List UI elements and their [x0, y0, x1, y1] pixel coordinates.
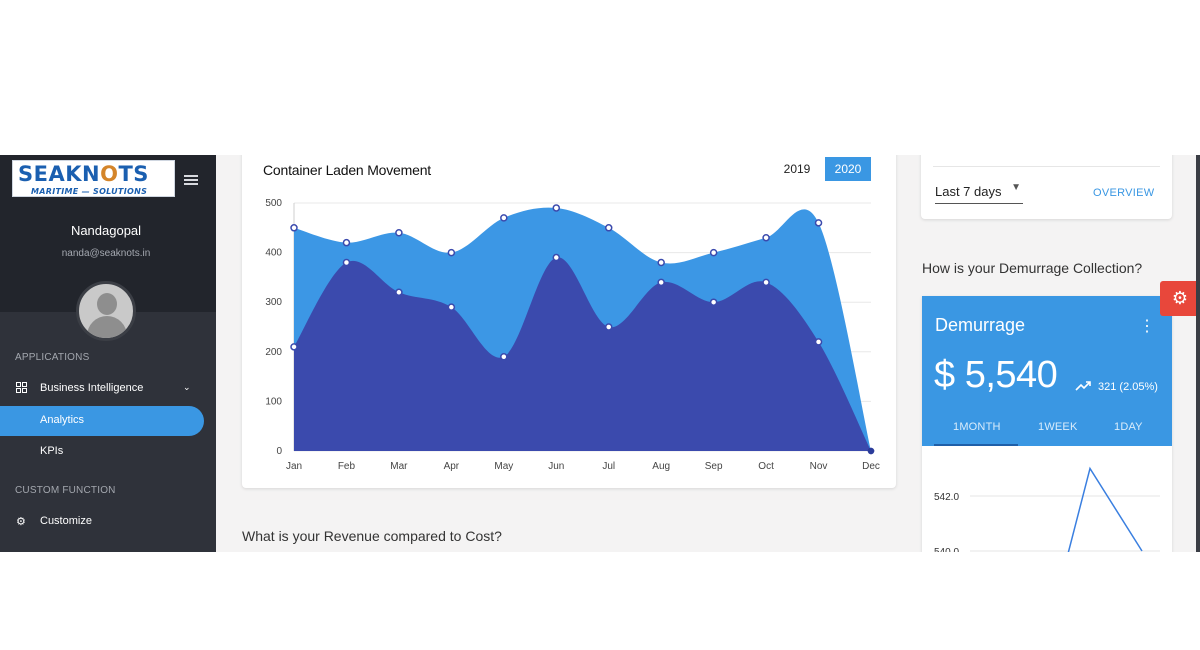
container-area-chart: 0 100 200 300 400 500 Jan Feb Mar Apr May Jun Jul Aug…: [265, 198, 880, 472]
sidebar-item-kpis[interactable]: KPIs: [0, 437, 204, 467]
data-point: [290, 343, 298, 351]
logo-tagline: MARITIME — SOLUTIONS: [31, 187, 148, 196]
x-tick-label: Dec: [862, 461, 880, 472]
avatar-head: [97, 293, 117, 315]
data-point: [814, 219, 823, 227]
data-point: [762, 233, 770, 242]
tab-1week[interactable]: 1WEEK: [1038, 421, 1078, 433]
x-tick-label: May: [494, 461, 513, 472]
container-chart-card: Container Laden Movement 2019 2020 0 100 2…: [242, 155, 896, 488]
data-point: [500, 214, 508, 222]
x-tick-label: Jan: [286, 461, 302, 472]
data-point: [604, 323, 613, 331]
sidebar-item-label: KPIs: [40, 445, 64, 457]
y-tick-label: 100: [265, 396, 282, 407]
demurrage-title: Demurrage: [935, 315, 1026, 335]
x-tick-label: Mar: [390, 461, 408, 472]
demurrage-card: Demurrage ⋮ $ 5,540 321 (2.05%) 1MONTH 1…: [922, 296, 1172, 552]
menu-toggle-icon[interactable]: [184, 175, 198, 185]
company-logo[interactable]: SEAKNOTS MARITIME — SOLUTIONS: [12, 160, 175, 197]
sidebar-header: SEAKNOTS MARITIME — SOLUTIONS Nandagopal…: [0, 155, 216, 312]
user-email: nanda@seaknots.in: [61, 248, 151, 259]
avatar[interactable]: [76, 281, 136, 341]
overview-link[interactable]: OVERVIEW: [1093, 187, 1155, 199]
year-2020-button[interactable]: 2020: [825, 157, 871, 181]
sidebar-item-label: Business Intelligence: [40, 382, 144, 394]
data-point: [657, 278, 665, 287]
sidebar-item-analytics[interactable]: Analytics: [0, 406, 204, 436]
trending-up-icon: [1075, 379, 1091, 394]
caret-down-icon: ▼: [1011, 182, 1021, 193]
data-point: [447, 248, 456, 257]
section-title-custom-function: CUSTOM FUNCTION: [15, 485, 116, 496]
demurrage-line: [1067, 466, 1143, 552]
y-tick-label: 542.0: [934, 492, 959, 503]
data-point: [500, 353, 508, 361]
x-tick-label: Jun: [548, 461, 564, 472]
x-tick-label: Nov: [810, 461, 828, 472]
chevron-down-icon: ⌄: [183, 382, 191, 392]
logo-wordmark: SEAKNOTS: [18, 162, 149, 186]
y-tick-label: 540.0: [934, 547, 959, 552]
demurrage-question: How is your Demurrage Collection?: [922, 260, 1143, 276]
y-tick-label: 300: [265, 297, 282, 308]
data-point: [342, 258, 351, 267]
active-tab-indicator: [934, 444, 1018, 446]
data-point: [552, 253, 561, 262]
app-viewport: SEAKNOTS MARITIME — SOLUTIONS Nandagopal…: [0, 155, 1200, 552]
data-point: [395, 288, 403, 297]
sidebar-item-label: Analytics: [40, 414, 85, 426]
x-tick-label: Sep: [705, 461, 723, 472]
sidebar-item-customize[interactable]: ⚙ Customize: [0, 507, 204, 537]
data-point: [290, 224, 298, 232]
data-point: [447, 303, 456, 311]
data-point: [709, 248, 718, 257]
demurrage-line-chart: 542.0 540.0: [934, 466, 1160, 552]
demurrage-header: Demurrage ⋮ $ 5,540 321 (2.05%) 1MONTH 1…: [922, 296, 1172, 446]
range-value: Last 7 days: [935, 184, 1002, 199]
area-series-lower: [294, 257, 871, 451]
data-point: [657, 258, 665, 267]
revenue-question: What is your Revenue compared to Cost?: [242, 528, 502, 544]
y-tick-label: 200: [265, 347, 282, 358]
sidebar: SEAKNOTS MARITIME — SOLUTIONS Nandagopal…: [0, 155, 216, 552]
grid-icon: [16, 382, 27, 396]
tab-1month[interactable]: 1MONTH: [953, 421, 1001, 433]
sidebar-item-business-intelligence[interactable]: Business Intelligence ⌄: [0, 374, 204, 404]
data-point: [709, 298, 718, 306]
scrollbar[interactable]: [1196, 155, 1200, 552]
avatar-body: [87, 316, 127, 338]
gear-icon: ⚙: [1171, 288, 1189, 308]
x-tick-label: Aug: [652, 461, 670, 472]
data-point: [867, 447, 875, 455]
x-tick-label: Jul: [602, 461, 615, 472]
x-tick-label: Feb: [338, 461, 356, 472]
x-tick-label: Oct: [758, 461, 774, 472]
demurrage-change: 321 (2.05%): [1098, 381, 1158, 393]
more-vertical-icon[interactable]: ⋮: [1139, 318, 1155, 335]
sidebar-item-label: Customize: [40, 515, 92, 527]
overview-card: Last 7 days ▼ OVERVIEW: [921, 155, 1172, 219]
y-tick-label: 0: [276, 446, 282, 457]
data-point: [342, 238, 351, 247]
data-point: [762, 278, 770, 287]
tab-1day[interactable]: 1DAY: [1114, 421, 1143, 433]
settings-fab[interactable]: ⚙: [1160, 281, 1200, 316]
y-tick-label: 400: [265, 248, 282, 259]
gear-icon: ⚙: [16, 516, 26, 528]
data-point: [604, 224, 613, 232]
range-dropdown[interactable]: Last 7 days ▼: [935, 182, 1023, 204]
data-point: [395, 229, 403, 237]
chart-title: Container Laden Movement: [263, 162, 431, 178]
x-tick-label: Apr: [444, 461, 460, 472]
section-title-applications: APPLICATIONS: [15, 352, 90, 363]
data-point: [552, 204, 561, 212]
year-2019-button[interactable]: 2019: [783, 162, 811, 176]
divider: [933, 166, 1160, 167]
data-point: [814, 338, 823, 346]
y-tick-label: 500: [265, 198, 282, 209]
demurrage-amount: $ 5,540: [934, 354, 1058, 396]
user-name: Nandagopal: [70, 223, 142, 238]
